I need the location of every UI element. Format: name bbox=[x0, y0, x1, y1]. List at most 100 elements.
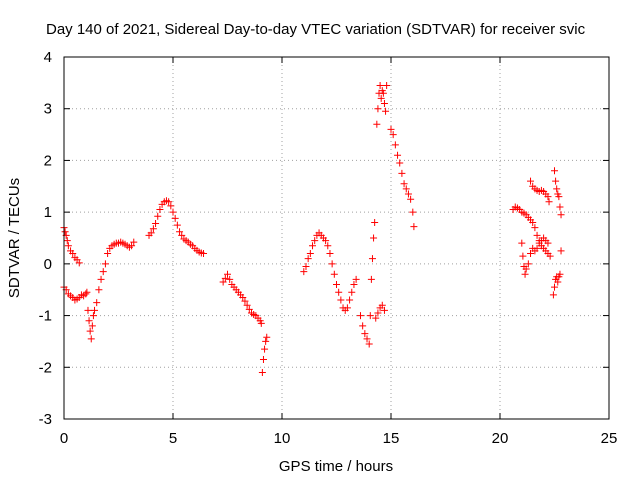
data-point bbox=[524, 260, 532, 268]
series-arc-13 bbox=[527, 177, 553, 206]
data-point bbox=[173, 221, 181, 229]
data-point bbox=[95, 286, 103, 294]
data-point bbox=[84, 306, 92, 314]
data-point bbox=[75, 259, 83, 267]
data-point bbox=[154, 212, 162, 220]
data-point bbox=[335, 288, 343, 296]
data-point bbox=[169, 208, 177, 216]
data-point bbox=[91, 306, 99, 314]
y-tick-label: 3 bbox=[44, 101, 52, 118]
series-arc-3 bbox=[145, 197, 208, 258]
grid-lines bbox=[64, 57, 609, 419]
series-arc-1a bbox=[60, 224, 83, 267]
data-point bbox=[374, 309, 382, 317]
y-tick-label: 4 bbox=[44, 49, 52, 66]
data-point bbox=[374, 105, 382, 113]
data-point bbox=[304, 255, 312, 263]
data-point bbox=[302, 262, 310, 270]
data-point bbox=[176, 228, 184, 236]
x-axis-label: GPS time / hours bbox=[279, 458, 393, 475]
chart-title: Day 140 of 2021, Sidereal Day-to-day VTE… bbox=[46, 21, 586, 38]
series-arc-2 bbox=[84, 238, 138, 343]
data-point bbox=[389, 131, 397, 139]
data-point bbox=[391, 141, 399, 149]
data-point bbox=[89, 312, 97, 320]
data-point bbox=[533, 244, 541, 252]
data-point bbox=[387, 125, 395, 133]
data-point bbox=[87, 335, 95, 343]
data-point bbox=[178, 231, 186, 239]
data-point bbox=[382, 107, 390, 115]
y-tick-label: 1 bbox=[44, 204, 52, 221]
y-tick-label: 0 bbox=[44, 256, 52, 273]
data-point bbox=[147, 229, 155, 237]
data-point bbox=[521, 270, 529, 278]
y-tick-labels: -3 -2 -1 0 1 2 3 4 bbox=[39, 49, 52, 428]
data-point bbox=[371, 218, 379, 226]
x-tick-label: 10 bbox=[274, 430, 291, 447]
x-tick-labels: 0 5 10 15 20 25 bbox=[60, 430, 618, 447]
data-point bbox=[370, 234, 378, 242]
series-arc-7 bbox=[356, 218, 379, 348]
data-point bbox=[366, 312, 374, 320]
data-point bbox=[167, 202, 175, 210]
data-point bbox=[86, 327, 94, 335]
data-point bbox=[549, 291, 557, 299]
data-point bbox=[149, 225, 157, 233]
data-point bbox=[171, 214, 179, 222]
data-point bbox=[359, 322, 367, 330]
data-point bbox=[383, 81, 391, 89]
data-point bbox=[553, 185, 561, 193]
data-point bbox=[258, 368, 266, 376]
data-point bbox=[241, 297, 249, 305]
data-point bbox=[156, 206, 164, 214]
data-point bbox=[130, 238, 138, 246]
data-point bbox=[85, 317, 93, 325]
data-point bbox=[259, 356, 267, 364]
data-point bbox=[398, 169, 406, 177]
data-point bbox=[99, 268, 107, 276]
data-point bbox=[128, 242, 136, 250]
data-point bbox=[352, 275, 360, 283]
series-arc-15 bbox=[549, 247, 565, 299]
data-point bbox=[64, 242, 72, 250]
series-arc-6 bbox=[300, 229, 360, 314]
data-point bbox=[552, 177, 560, 185]
series-arc-4 bbox=[219, 270, 265, 327]
data-point bbox=[221, 274, 229, 282]
data-point bbox=[165, 198, 173, 206]
axis-ticks bbox=[63, 56, 610, 420]
data-point bbox=[551, 167, 558, 175]
data-point bbox=[224, 270, 231, 278]
x-tick-label: 20 bbox=[492, 430, 509, 447]
data-point bbox=[300, 268, 308, 276]
data-point bbox=[348, 288, 356, 296]
series-arc-14 bbox=[551, 167, 565, 219]
data-point bbox=[529, 218, 537, 226]
data-points bbox=[60, 81, 565, 376]
series-arc-8 bbox=[372, 301, 388, 322]
data-point bbox=[544, 193, 552, 201]
data-point bbox=[152, 220, 160, 228]
data-point bbox=[63, 237, 71, 245]
data-point bbox=[306, 250, 314, 258]
y-tick-label: -2 bbox=[39, 359, 52, 376]
data-point bbox=[527, 177, 535, 185]
data-point bbox=[82, 290, 90, 298]
plot-frame bbox=[63, 56, 610, 420]
x-tick-label: 25 bbox=[601, 430, 618, 447]
data-point bbox=[368, 255, 376, 263]
data-point bbox=[400, 180, 408, 188]
data-point bbox=[343, 304, 351, 312]
series-arc-5 bbox=[258, 333, 271, 376]
data-point bbox=[407, 195, 415, 203]
data-point bbox=[69, 250, 77, 258]
data-point bbox=[330, 270, 338, 278]
data-point bbox=[361, 330, 369, 338]
y-tick-label: -1 bbox=[39, 308, 52, 325]
data-point bbox=[372, 314, 380, 322]
data-point bbox=[200, 250, 208, 258]
data-point bbox=[346, 296, 354, 304]
